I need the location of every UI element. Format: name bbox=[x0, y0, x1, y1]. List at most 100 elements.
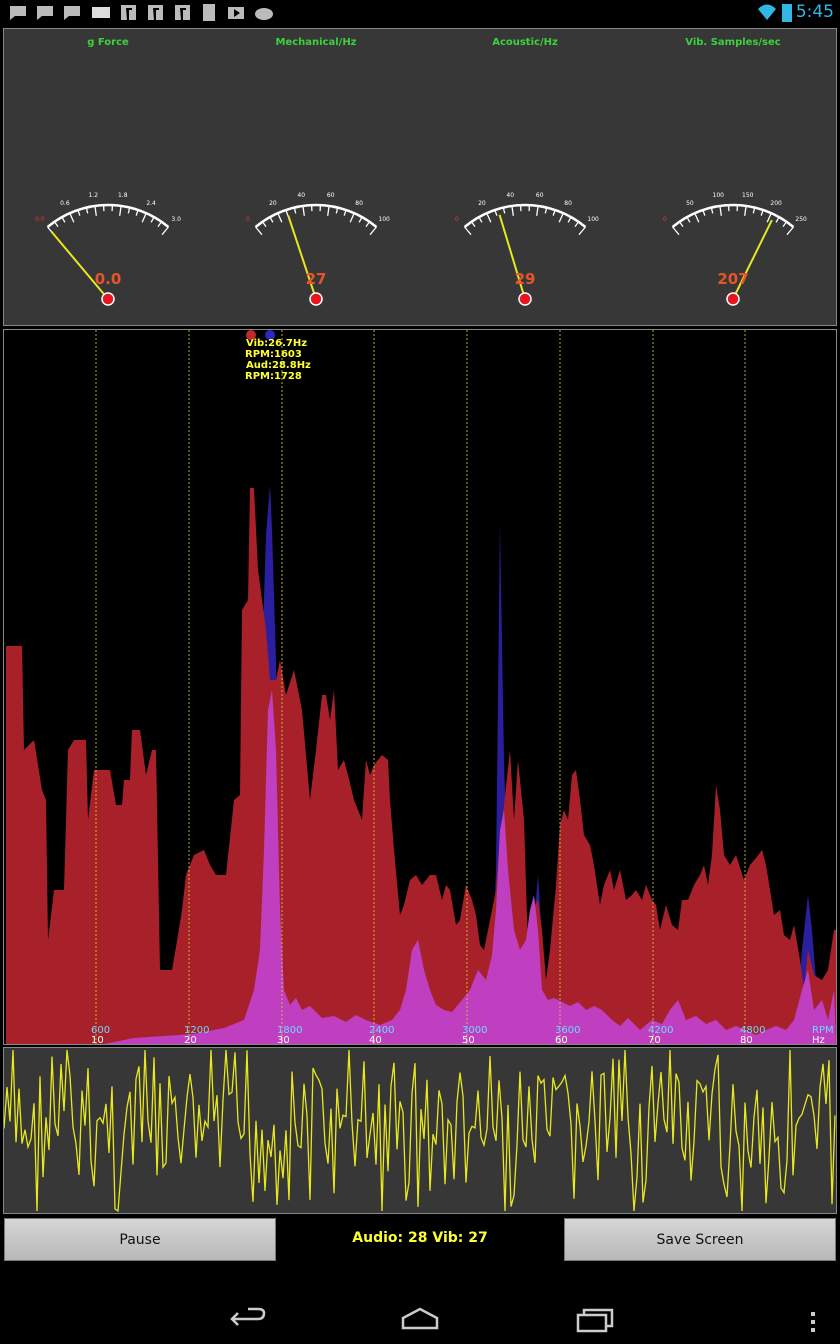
gauge-dial: 0 20 40 60 80 100 27 bbox=[246, 192, 390, 306]
rpm-label: 1200 bbox=[184, 1025, 209, 1036]
menu-icon[interactable] bbox=[811, 1312, 815, 1332]
gauge-tick bbox=[255, 226, 263, 236]
android-icon bbox=[255, 8, 273, 20]
wifi-icon bbox=[758, 4, 776, 20]
gauge-tick bbox=[358, 216, 363, 223]
gauge-tick bbox=[85, 207, 89, 214]
gauge-tick bbox=[702, 209, 706, 216]
gauge-panel: g Force 0.0 0.6 1.2 1.8 2.4 3.0 0.0 Mechanical… bbox=[3, 28, 837, 326]
gauge-tick bbox=[511, 205, 514, 216]
gauge-tick-label: 100 bbox=[587, 216, 599, 223]
wifi-battery-icons bbox=[758, 4, 792, 22]
clock: 5:45 bbox=[795, 2, 834, 22]
rpm-label: 3600 bbox=[555, 1025, 580, 1036]
status-readout: Audio: 28 Vib: 27 bbox=[352, 1230, 488, 1246]
gauge-tick bbox=[672, 226, 680, 236]
gauge-tick bbox=[686, 216, 691, 223]
gauge-tick bbox=[744, 205, 747, 216]
gauge-tick bbox=[343, 209, 347, 216]
gauge-tick bbox=[369, 226, 377, 236]
hz-label: 20 bbox=[184, 1035, 197, 1044]
gauge-needle bbox=[498, 214, 526, 300]
rpm-label: 600 bbox=[91, 1025, 110, 1036]
chat-icon bbox=[64, 6, 80, 20]
overlap-spectrum-area bbox=[6, 690, 836, 1044]
home-icon[interactable] bbox=[401, 1307, 439, 1330]
waveform-trace bbox=[4, 1049, 836, 1213]
gauge-needle bbox=[287, 215, 317, 300]
gauge-tick bbox=[502, 207, 506, 214]
spectrum-plot[interactable]: 600 10 1200 20 1800 30 2400 40 3000 50 3600 60 4200 7… bbox=[3, 329, 837, 1045]
rpm-label: 1800 bbox=[277, 1025, 302, 1036]
gauge-tick-label: 3.0 bbox=[171, 216, 181, 223]
gauge-tick-label: 1.2 bbox=[88, 192, 98, 199]
hz-label: 70 bbox=[648, 1035, 661, 1044]
gauge-tick-label: 1.8 bbox=[118, 192, 128, 199]
vib-peak-marker bbox=[265, 330, 275, 340]
gauge-tick-label: 0.0 bbox=[35, 216, 45, 223]
gauge-tick bbox=[678, 221, 684, 227]
gauge-value: 207 bbox=[717, 270, 748, 288]
gauge-tick-label: 150 bbox=[742, 192, 754, 199]
gauge-tick bbox=[335, 207, 339, 214]
battery-icon bbox=[782, 4, 792, 22]
gauge-tick bbox=[760, 209, 764, 216]
gauge-tick bbox=[150, 216, 155, 223]
gauge-tick-label: 60 bbox=[536, 192, 544, 199]
gauge-tick bbox=[277, 212, 283, 223]
gauge-tick bbox=[327, 205, 330, 216]
chat-icon bbox=[10, 6, 26, 20]
save-screen-button[interactable]: Save Screen bbox=[564, 1218, 836, 1261]
gauge-arc bbox=[671, 203, 795, 228]
gauge-tick bbox=[710, 207, 714, 214]
hz-label: 40 bbox=[369, 1035, 382, 1044]
gauge-tick bbox=[567, 216, 572, 223]
gauge-acoustic: Acoustic/Hz 0 20 40 60 80 100 29 bbox=[421, 29, 629, 327]
gauge-tick bbox=[141, 212, 147, 223]
gauge-mechanical: Mechanical/Hz 0 20 40 60 80 100 27 bbox=[212, 29, 420, 327]
gauge-tick bbox=[69, 212, 75, 223]
hz-label: 80 bbox=[740, 1035, 753, 1044]
gauge-tick bbox=[261, 221, 267, 227]
gauge-arc bbox=[46, 203, 170, 228]
gauge-tick-label: 0 bbox=[663, 216, 667, 223]
gauge-tick-label: 2.4 bbox=[146, 200, 156, 207]
gauge-tick bbox=[578, 226, 586, 236]
peak-info-line: RPM:1728 bbox=[245, 371, 302, 382]
gauge-tick bbox=[544, 207, 548, 214]
gauge-tick bbox=[494, 209, 498, 216]
gauge-tick bbox=[161, 226, 169, 236]
gauge-tick-label: 80 bbox=[564, 200, 572, 207]
gauge-tick bbox=[552, 209, 556, 216]
peak-info-line: Aud:28.8Hz bbox=[246, 360, 311, 371]
hz-label: 50 bbox=[462, 1035, 475, 1044]
back-icon[interactable] bbox=[230, 1307, 266, 1326]
gauge-tick-label: 250 bbox=[795, 216, 807, 223]
peak-info-line: Vib:26.7Hz bbox=[246, 338, 307, 349]
gauge-tick-label: 40 bbox=[506, 192, 514, 199]
gauge-title: Mechanical/Hz bbox=[275, 37, 357, 48]
recent-apps-icon[interactable] bbox=[576, 1308, 614, 1333]
gauge-tick bbox=[470, 221, 476, 227]
gauge-pivot bbox=[309, 292, 323, 306]
pause-button[interactable]: Pause bbox=[4, 1218, 276, 1261]
gauge-tick bbox=[536, 205, 539, 216]
gauge-tick bbox=[53, 221, 59, 227]
gauge-needle bbox=[50, 230, 109, 300]
gauge-arc bbox=[254, 203, 378, 228]
gauge-tick bbox=[94, 205, 97, 216]
gauge-arc bbox=[463, 203, 587, 228]
gauge-tick bbox=[365, 221, 371, 227]
gauge-tick bbox=[269, 216, 274, 223]
gauge-dial: 0 20 40 60 80 100 29 bbox=[455, 192, 599, 306]
gauge-samples: Vib. Samples/sec 0 50 100 150 200 250 207 bbox=[629, 29, 837, 327]
gauge-tick bbox=[558, 212, 564, 223]
gauge-value: 0.0 bbox=[95, 270, 122, 288]
gauge-tick-label: 0 bbox=[246, 216, 250, 223]
waveform-canvas bbox=[4, 1049, 836, 1213]
status-bar: 5:45 bbox=[0, 0, 840, 26]
gauge-tick bbox=[77, 209, 81, 216]
gauge-title: Acoustic/Hz bbox=[492, 37, 558, 48]
gauge-tick bbox=[135, 209, 139, 216]
audio-spectrum-area bbox=[6, 488, 836, 1044]
